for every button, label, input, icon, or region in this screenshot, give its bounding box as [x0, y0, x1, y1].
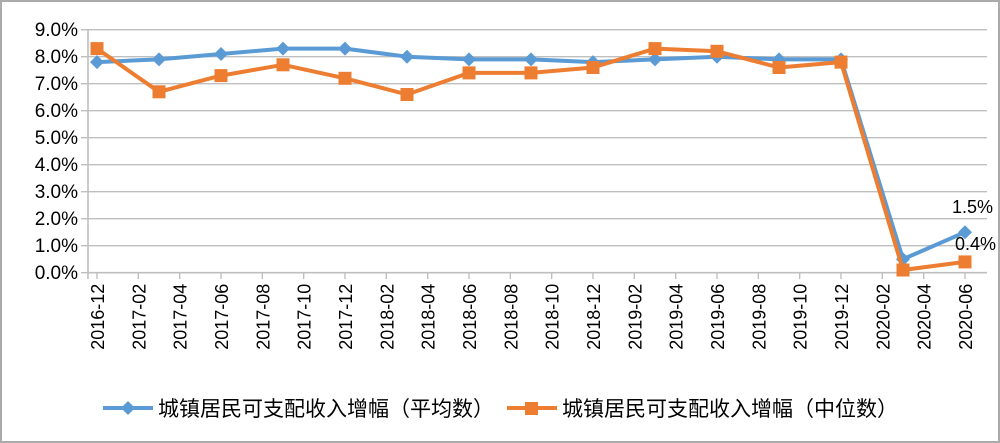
svg-text:2017-10: 2017-10: [295, 284, 315, 350]
legend-marker-square-icon: [507, 402, 557, 415]
svg-text:9.0%: 9.0%: [35, 20, 78, 41]
svg-text:2018-04: 2018-04: [419, 284, 439, 350]
chart-legend: 城镇居民可支配收入增幅（平均数） 城镇居民可支配收入增幅（中位数）: [2, 393, 998, 423]
svg-text:2018-08: 2018-08: [501, 284, 521, 350]
legend-label-average: 城镇居民可支配收入增幅（平均数）: [158, 397, 494, 421]
svg-text:8.0%: 8.0%: [35, 47, 78, 68]
svg-text:2017-06: 2017-06: [212, 284, 232, 350]
svg-text:2019-08: 2019-08: [749, 284, 769, 350]
svg-text:2019-04: 2019-04: [667, 284, 687, 350]
svg-text:2017-12: 2017-12: [336, 284, 356, 350]
svg-text:2017-04: 2017-04: [171, 284, 191, 350]
gridlines: [88, 29, 987, 247]
svg-text:2018-12: 2018-12: [584, 284, 604, 350]
svg-text:4.0%: 4.0%: [35, 155, 78, 176]
svg-text:6.0%: 6.0%: [35, 101, 78, 122]
svg-text:2019-02: 2019-02: [625, 284, 645, 350]
data-label-average: 1.5%: [952, 197, 993, 217]
svg-text:2020-04: 2020-04: [915, 284, 935, 350]
svg-text:2019-10: 2019-10: [791, 284, 811, 350]
svg-text:2019-12: 2019-12: [832, 284, 852, 350]
svg-text:2016-12: 2016-12: [88, 284, 108, 350]
data-label-median: 0.4%: [955, 234, 996, 254]
series-average: [90, 41, 972, 267]
svg-text:3.0%: 3.0%: [35, 182, 78, 203]
svg-text:2018-06: 2018-06: [460, 284, 480, 350]
svg-text:2017-02: 2017-02: [129, 284, 149, 350]
svg-text:2020-06: 2020-06: [956, 284, 976, 350]
legend-marker-diamond-icon: [103, 401, 153, 415]
y-axis-labels: 0.0% 1.0% 2.0% 3.0% 4.0% 5.0% 6.0% 7.0% 8.0% 9.0%: [35, 20, 78, 284]
svg-text:7.0%: 7.0%: [35, 74, 78, 95]
svg-text:2019-06: 2019-06: [708, 284, 728, 350]
series-median: [90, 42, 972, 277]
svg-text:1.0%: 1.0%: [35, 236, 78, 257]
svg-text:0.0%: 0.0%: [35, 263, 78, 284]
x-axis-labels: 2016-12 2017-02 2017-04 2017-06 2017-08 2017-…: [88, 284, 976, 350]
legend-item-median: 城镇居民可支配收入增幅（中位数）: [506, 393, 898, 423]
svg-text:5.0%: 5.0%: [35, 128, 78, 149]
svg-text:2017-08: 2017-08: [253, 284, 273, 350]
svg-text:2.0%: 2.0%: [35, 209, 78, 230]
axes: [81, 29, 987, 279]
legend-label-median: 城镇居民可支配收入增幅（中位数）: [562, 397, 898, 421]
svg-text:2018-02: 2018-02: [377, 284, 397, 350]
svg-text:2020-02: 2020-02: [873, 284, 893, 350]
svg-text:2018-10: 2018-10: [543, 284, 563, 350]
legend-item-average: 城镇居民可支配收入增幅（平均数）: [102, 393, 494, 423]
